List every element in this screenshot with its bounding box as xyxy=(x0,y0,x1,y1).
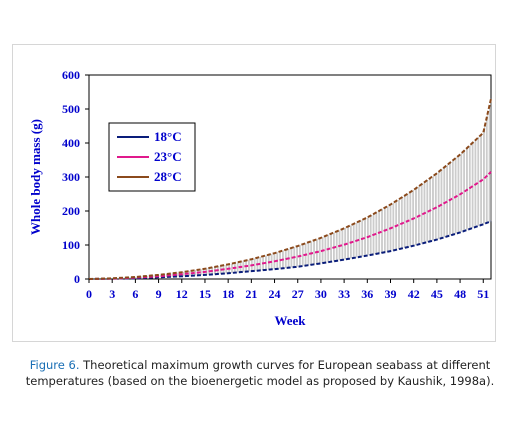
x-tick-label: 45 xyxy=(431,287,443,301)
series-layer xyxy=(88,98,492,280)
x-tick-label: 30 xyxy=(315,287,327,301)
y-tick-label: 100 xyxy=(62,238,80,252)
x-tick-label: 33 xyxy=(338,287,350,301)
x-tick-label: 42 xyxy=(408,287,420,301)
x-tick-label: 18 xyxy=(222,287,234,301)
x-axis-title: Week xyxy=(274,313,306,328)
caption-text: Theoretical maximum growth curves for Eu… xyxy=(25,358,495,388)
legend-label: 18°C xyxy=(154,129,182,144)
x-tick-label: 36 xyxy=(361,287,373,301)
x-tick-label: 15 xyxy=(199,287,211,301)
y-tick-label: 400 xyxy=(62,136,80,150)
y-tick-label: 500 xyxy=(62,102,80,116)
x-tick-label: 0 xyxy=(86,287,92,301)
series-line xyxy=(88,220,492,280)
legend: 18°C 23°C 28°C xyxy=(108,122,196,192)
y-tick-label: 0 xyxy=(74,272,80,286)
x-tick-label: 12 xyxy=(176,287,188,301)
x-tick-label: 27 xyxy=(292,287,304,301)
y-tick-label: 300 xyxy=(62,170,80,184)
x-tick-label: 21 xyxy=(245,287,257,301)
legend-label: 28°C xyxy=(154,169,182,184)
y-tick-label: 600 xyxy=(62,68,80,82)
x-tick-label: 6 xyxy=(132,287,138,301)
series-line xyxy=(88,98,492,280)
y-tick-label: 200 xyxy=(62,204,80,218)
x-tick-label: 3 xyxy=(109,287,115,301)
x-tick-label: 48 xyxy=(454,287,466,301)
x-tick-label: 51 xyxy=(477,287,489,301)
x-tick-label: 24 xyxy=(269,287,281,301)
figure-caption: Figure 6. Theoretical maximum growth cur… xyxy=(14,357,506,389)
series-line xyxy=(88,171,492,280)
x-tick-label: 9 xyxy=(156,287,162,301)
legend-label: 23°C xyxy=(154,149,182,164)
figure-frame xyxy=(12,44,496,342)
y-axis-title: Whole body mass (g) xyxy=(28,119,43,235)
figure-label: Figure 6. xyxy=(29,358,80,372)
x-tick-label: 39 xyxy=(385,287,397,301)
